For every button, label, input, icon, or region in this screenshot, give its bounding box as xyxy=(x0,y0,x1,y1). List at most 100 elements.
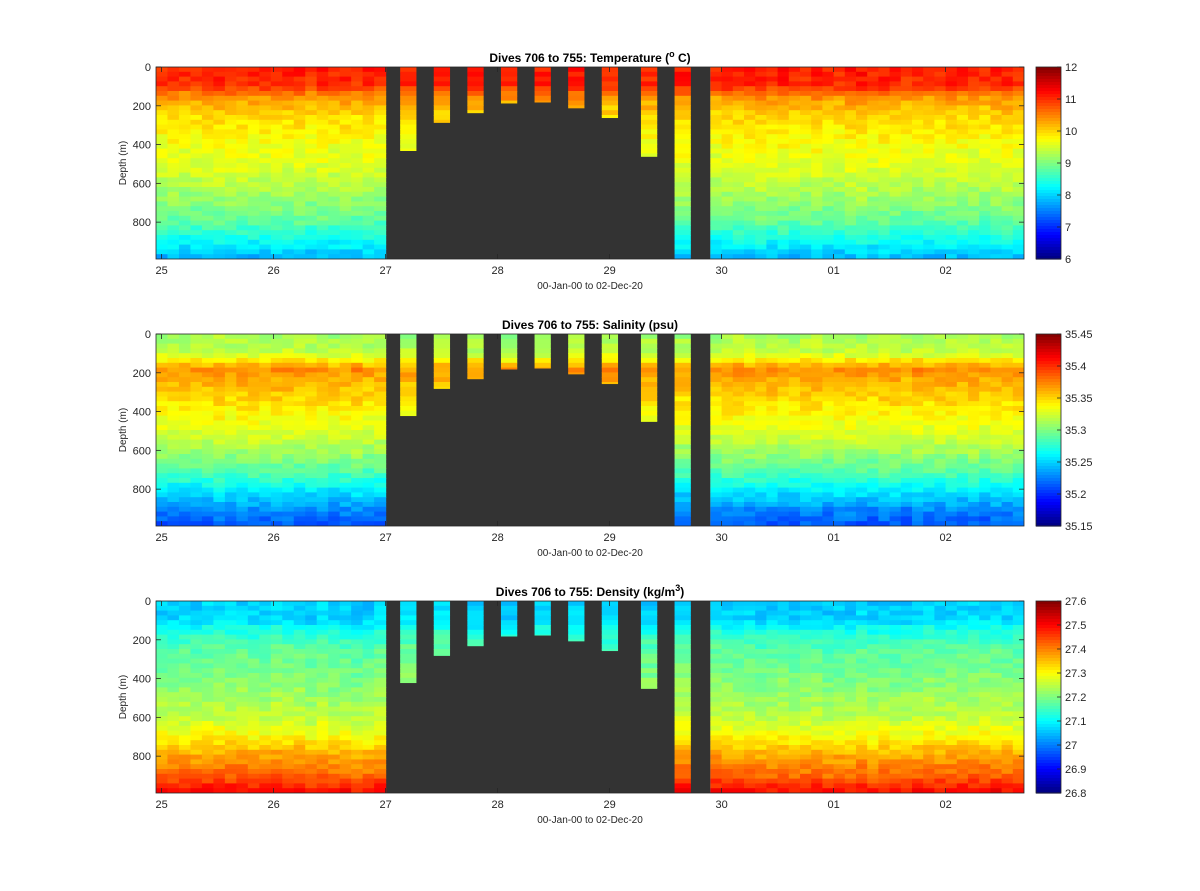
heatmap-cell xyxy=(674,249,691,255)
heatmap-cell xyxy=(956,167,969,174)
heatmap-cell xyxy=(259,430,272,436)
heatmap-cell xyxy=(201,473,214,479)
heatmap-cell xyxy=(190,682,203,688)
heatmap-cell xyxy=(923,167,935,174)
heatmap-cell xyxy=(990,182,1003,188)
heatmap-cell xyxy=(167,420,180,426)
heatmap-cell xyxy=(190,625,203,631)
heatmap-cell xyxy=(856,139,868,145)
heatmap-cell xyxy=(788,516,801,522)
heatmap-cell xyxy=(270,430,283,436)
heatmap-cell xyxy=(1012,167,1024,174)
heatmap-cell xyxy=(710,196,723,202)
heatmap-cell xyxy=(900,410,913,417)
heatmap-cell xyxy=(822,129,835,135)
heatmap-cell xyxy=(224,396,237,402)
heatmap-cell xyxy=(213,334,226,340)
heatmap-cell xyxy=(956,153,969,159)
heatmap-cell xyxy=(1001,244,1014,250)
heatmap-cell xyxy=(328,502,341,508)
heatmap-cell xyxy=(305,148,318,154)
heatmap-cell xyxy=(224,620,237,626)
heatmap-cell xyxy=(601,353,619,359)
heatmap-cell xyxy=(867,463,879,469)
heatmap-cell xyxy=(236,415,249,421)
heatmap-cell xyxy=(856,338,868,345)
heatmap-cell xyxy=(293,220,306,226)
heatmap-cell xyxy=(721,382,734,388)
heatmap-cell xyxy=(247,444,260,450)
heatmap-cell xyxy=(956,139,969,145)
heatmap-cell xyxy=(167,81,180,87)
heatmap-cell xyxy=(351,358,364,364)
heatmap-cell xyxy=(270,740,283,746)
heatmap-cell xyxy=(721,338,734,345)
heatmap-cell xyxy=(788,124,801,130)
heatmap-cell xyxy=(282,167,295,174)
heatmap-cell xyxy=(732,454,745,460)
heatmap-cell xyxy=(339,386,352,393)
heatmap-cell xyxy=(213,444,226,450)
heatmap-cell xyxy=(374,396,387,402)
heatmap-cell xyxy=(732,148,745,154)
heatmap-cell xyxy=(201,91,214,97)
heatmap-cell xyxy=(889,372,902,378)
heatmap-cell xyxy=(979,473,991,479)
heatmap-cell xyxy=(236,492,249,498)
heatmap-cell xyxy=(732,91,745,97)
heatmap-cell xyxy=(945,95,958,102)
heatmap-cell xyxy=(923,502,935,508)
heatmap-cell xyxy=(878,449,891,455)
heatmap-cell xyxy=(766,396,779,402)
heatmap-cell xyxy=(247,449,260,455)
heatmap-cell xyxy=(167,610,180,616)
heatmap-cell xyxy=(351,244,364,250)
heatmap-cell xyxy=(362,439,375,445)
heatmap-cell xyxy=(900,71,913,78)
heatmap-cell xyxy=(889,487,902,493)
heatmap-cell xyxy=(900,396,913,402)
heatmap-cell xyxy=(259,86,272,92)
heatmap-cell xyxy=(224,100,237,106)
heatmap-cell xyxy=(844,143,857,150)
heatmap-cell xyxy=(766,372,779,378)
heatmap-cell xyxy=(178,81,192,87)
heatmap-cell xyxy=(777,482,790,489)
heatmap-cell xyxy=(945,143,958,150)
heatmap-cell xyxy=(800,362,812,369)
heatmap-cell xyxy=(316,401,329,407)
heatmap-cell xyxy=(968,230,980,236)
colorbar-swatch xyxy=(1036,442,1061,446)
heatmap-cell xyxy=(156,153,169,159)
heatmap-cell xyxy=(224,215,237,222)
heatmap-cell xyxy=(833,115,846,121)
heatmap-cell xyxy=(800,119,812,126)
heatmap-cell xyxy=(934,353,947,359)
heatmap-cell xyxy=(178,706,192,712)
heatmap-cell xyxy=(822,211,835,217)
heatmap-cell xyxy=(956,100,969,106)
heatmap-cell xyxy=(934,516,947,522)
heatmap-cell xyxy=(374,67,387,73)
heatmap-cell xyxy=(167,773,180,780)
heatmap-cell xyxy=(844,172,857,178)
heatmap-cell xyxy=(201,119,214,126)
heatmap-cell xyxy=(1012,177,1024,183)
heatmap-cell xyxy=(923,201,935,207)
heatmap-cell xyxy=(236,206,249,212)
heatmap-cell xyxy=(328,653,341,660)
heatmap-cell xyxy=(945,449,958,455)
heatmap-cell xyxy=(822,158,835,164)
heatmap-cell xyxy=(293,492,306,498)
heatmap-cell xyxy=(777,362,790,369)
heatmap-cell xyxy=(912,220,924,226)
heatmap-cell xyxy=(282,158,295,164)
heatmap-cell xyxy=(328,511,341,517)
heatmap-cell xyxy=(156,367,169,373)
heatmap-cell xyxy=(236,629,249,636)
heatmap-cell xyxy=(755,377,767,383)
colorbar-swatch xyxy=(1036,463,1061,467)
heatmap-cell xyxy=(856,71,868,78)
heatmap-cell xyxy=(156,239,169,246)
heatmap-cell xyxy=(822,372,835,378)
